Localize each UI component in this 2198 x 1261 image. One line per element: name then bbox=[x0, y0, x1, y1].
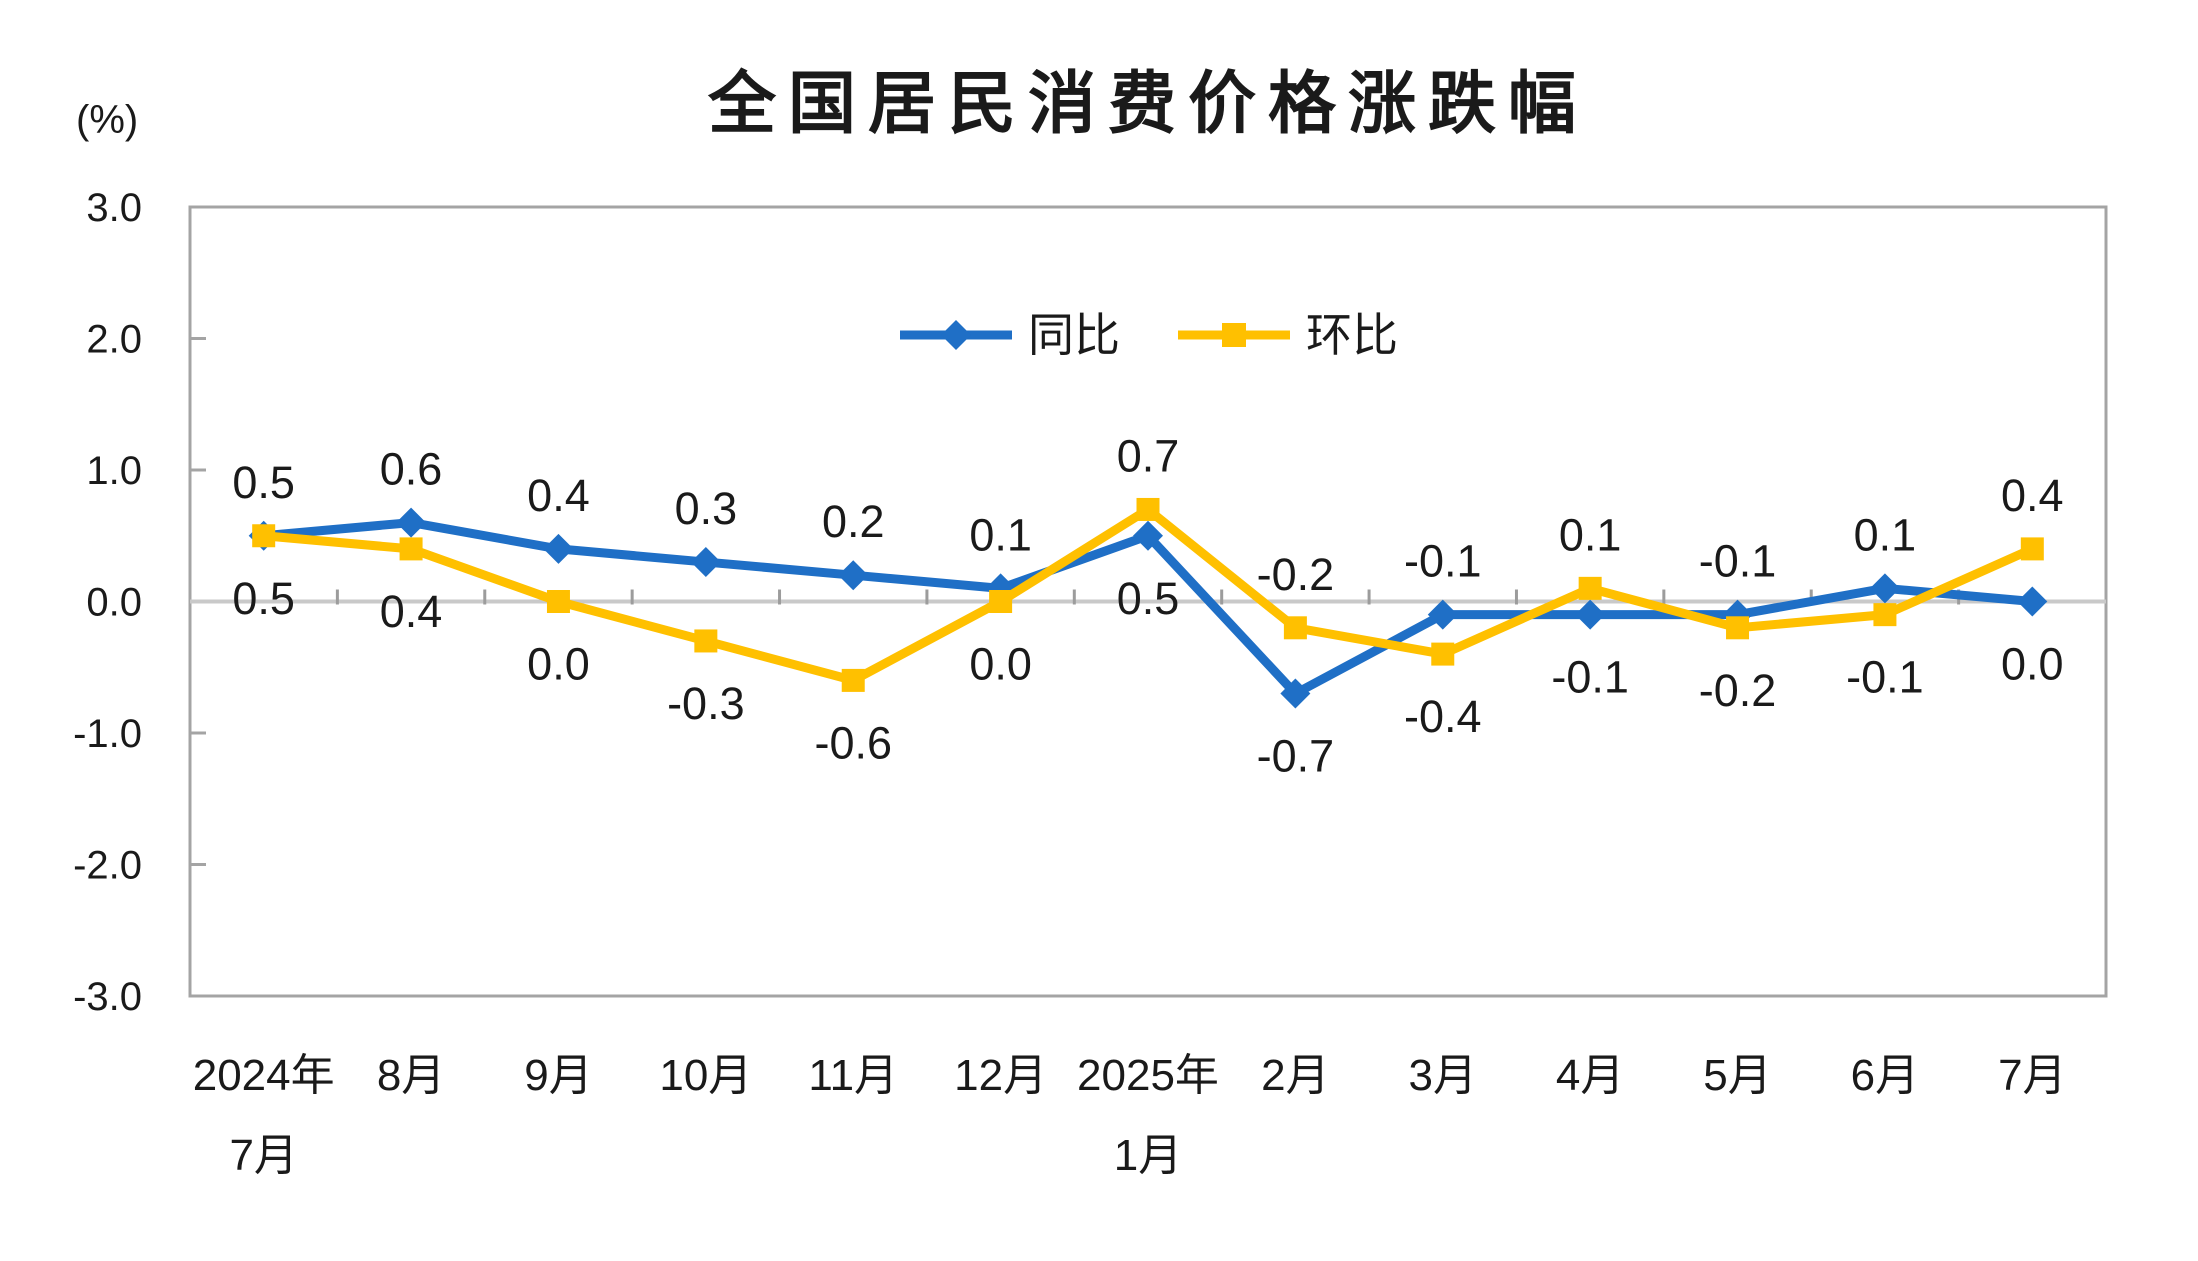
x-axis-category-label: 12月 bbox=[954, 1051, 1047, 1100]
legend-label-mom: 环比 bbox=[1306, 309, 1398, 361]
data-label-yoy: -0.1 bbox=[1404, 536, 1482, 587]
x-axis-category-label: 9月 bbox=[524, 1051, 592, 1100]
data-marker-mom bbox=[2020, 537, 2044, 561]
data-label-mom: -0.2 bbox=[1699, 665, 1777, 716]
data-marker-mom bbox=[252, 524, 276, 548]
legend-item-yoy: 同比 bbox=[898, 312, 1120, 358]
y-axis-tick-label: 1.0 bbox=[86, 449, 142, 493]
data-marker-mom bbox=[1283, 616, 1307, 640]
data-label-yoy: 0.1 bbox=[969, 509, 1032, 560]
data-label-yoy: -0.1 bbox=[1699, 536, 1777, 587]
x-axis-category-label: 2月 bbox=[1261, 1051, 1329, 1100]
data-marker-mom bbox=[1136, 497, 1160, 521]
data-label-mom: 0.4 bbox=[2001, 470, 2064, 521]
data-marker-mom bbox=[989, 590, 1013, 613]
data-label-yoy: 0.4 bbox=[527, 470, 590, 521]
data-marker-mom bbox=[1873, 603, 1897, 627]
data-marker-yoy bbox=[1427, 599, 1458, 630]
data-label-yoy: -0.1 bbox=[1551, 652, 1629, 703]
data-label-mom: -0.6 bbox=[814, 717, 892, 768]
data-marker-yoy bbox=[396, 507, 427, 538]
data-marker-yoy bbox=[1575, 599, 1606, 630]
chart-legend: 同比 环比 bbox=[190, 303, 2106, 367]
data-marker-mom bbox=[1431, 642, 1455, 666]
y-axis-tick-label: 3.0 bbox=[86, 186, 142, 230]
data-marker-yoy bbox=[543, 533, 574, 564]
data-marker-mom bbox=[1726, 616, 1750, 640]
data-label-yoy: -0.7 bbox=[1257, 731, 1335, 782]
data-label-yoy: 0.0 bbox=[2001, 639, 2064, 690]
data-label-yoy: 0.5 bbox=[232, 457, 295, 508]
data-label-mom: 0.0 bbox=[969, 639, 1032, 690]
data-marker-mom bbox=[694, 629, 718, 653]
y-axis-tick-label: -2.0 bbox=[73, 844, 142, 888]
data-marker-yoy bbox=[690, 547, 721, 578]
data-marker-yoy bbox=[1869, 573, 1900, 604]
data-label-yoy: 0.1 bbox=[1854, 509, 1917, 560]
y-axis-unit-label: (%) bbox=[76, 98, 139, 142]
y-axis-tick-label: -3.0 bbox=[73, 975, 142, 1019]
data-label-yoy: 0.3 bbox=[675, 483, 738, 534]
x-axis-category-label: 2025年 1月 bbox=[1077, 1051, 1219, 1180]
data-label-mom: -0.3 bbox=[667, 678, 745, 729]
data-label-mom: 0.1 bbox=[1559, 509, 1622, 560]
data-label-mom: 0.5 bbox=[232, 573, 295, 624]
data-label-mom: -0.1 bbox=[1846, 652, 1924, 703]
data-label-mom: 0.7 bbox=[1117, 430, 1180, 481]
y-axis-tick-label: 0.0 bbox=[86, 581, 142, 625]
data-label-yoy: 0.2 bbox=[822, 496, 885, 547]
x-axis-category-label: 10月 bbox=[659, 1051, 752, 1100]
mom-swatch-square-icon bbox=[1222, 323, 1246, 347]
data-marker-yoy bbox=[838, 560, 869, 591]
legend-item-mom: 环比 bbox=[1176, 312, 1398, 358]
data-marker-mom bbox=[841, 668, 865, 692]
data-label-mom: -0.2 bbox=[1257, 549, 1335, 600]
y-axis-tick-label: -1.0 bbox=[73, 712, 142, 756]
x-axis-category-label: 7月 bbox=[1998, 1051, 2066, 1100]
data-marker-mom bbox=[399, 537, 423, 561]
data-marker-mom bbox=[546, 590, 570, 613]
data-label-yoy: 0.6 bbox=[380, 444, 443, 495]
x-axis-category-label: 11月 bbox=[808, 1051, 898, 1100]
data-marker-mom bbox=[1578, 576, 1602, 600]
legend-label-yoy: 同比 bbox=[1028, 309, 1120, 361]
x-axis-category-label: 3月 bbox=[1409, 1051, 1477, 1100]
data-label-yoy: 0.5 bbox=[1117, 573, 1180, 624]
x-axis-category-label: 6月 bbox=[1851, 1051, 1919, 1100]
data-label-mom: -0.4 bbox=[1404, 691, 1482, 742]
yoy-swatch-diamond-icon bbox=[941, 320, 971, 350]
mom-line-swatch bbox=[1178, 323, 1290, 347]
yoy-line-swatch bbox=[900, 320, 1012, 350]
y-axis-tick-label: 2.0 bbox=[86, 318, 142, 362]
x-axis-category-label: 2024年 7月 bbox=[193, 1051, 335, 1180]
data-marker-yoy bbox=[1280, 678, 1311, 709]
data-marker-yoy bbox=[2017, 586, 2048, 617]
x-axis-category-label: 8月 bbox=[377, 1051, 445, 1100]
chart-title: 全国居民消费价格涨跌幅 bbox=[707, 66, 1588, 142]
x-axis-category-label: 4月 bbox=[1556, 1051, 1624, 1100]
data-label-mom: 0.0 bbox=[527, 639, 590, 690]
data-marker-yoy bbox=[1133, 520, 1163, 551]
data-label-mom: 0.4 bbox=[380, 586, 443, 637]
x-axis-category-label: 5月 bbox=[1703, 1051, 1771, 1100]
